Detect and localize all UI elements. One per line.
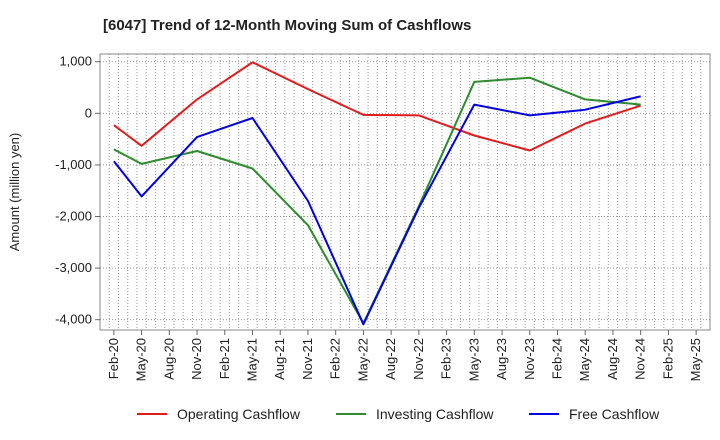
x-tick-label: Feb-23 (439, 338, 454, 379)
legend-label: Free Cashflow (569, 406, 660, 422)
series-lines (113, 61, 642, 326)
x-tick-label: Aug-24 (605, 338, 620, 380)
x-tick-label: May-23 (466, 338, 481, 381)
grid-lines (100, 54, 710, 330)
x-tick-label: May-24 (577, 338, 592, 381)
y-tick-label: -3,000 (55, 260, 92, 275)
x-tick-label: Feb-21 (217, 338, 232, 379)
x-tick-label: May-21 (245, 338, 260, 381)
y-tick-label: -2,000 (55, 209, 92, 224)
x-tick-label: Aug-22 (383, 338, 398, 380)
series-line-free-cashflow (113, 95, 641, 326)
x-tick-label: Feb-25 (660, 338, 675, 379)
x-tick-label: Feb-24 (550, 338, 565, 379)
x-tick-label: Aug-23 (494, 338, 509, 380)
x-tick-label: May-20 (134, 338, 149, 381)
x-tick-label: Aug-20 (161, 338, 176, 380)
legend-label: Investing Cashflow (376, 406, 494, 422)
x-axis-ticks: Feb-20 May-20 Aug-20 Nov-20 Feb-21 May-21 Aug-… (106, 330, 703, 381)
plot-area-frame (99, 53, 711, 331)
x-tick-label: Feb-20 (106, 338, 121, 379)
x-tick-label: Feb-22 (328, 338, 343, 379)
x-tick-label: Nov-20 (189, 338, 204, 380)
series-line-operating-cashflow (113, 61, 642, 152)
y-tick-label: 1,000 (59, 54, 92, 69)
y-tick-label: -1,000 (55, 157, 92, 172)
legend: Operating Cashflow Investing Cashflow Free… (137, 406, 660, 422)
chart-title: [6047] Trend of 12-Month Moving Sum of C… (103, 17, 471, 34)
legend-label: Operating Cashflow (177, 406, 301, 422)
x-tick-label: Nov-21 (300, 338, 315, 380)
x-tick-label: May-22 (355, 338, 370, 381)
y-axis-ticks: 1,000 0 -1,000 -2,000 -3,000 -4,000 (55, 54, 100, 327)
x-tick-label: Nov-24 (633, 338, 648, 380)
y-tick-label: -4,000 (55, 312, 92, 327)
x-tick-label: May-25 (688, 338, 703, 381)
x-tick-label: Nov-23 (522, 338, 537, 380)
x-tick-label: Nov-22 (411, 338, 426, 380)
x-tick-label: Aug-21 (272, 338, 287, 380)
y-axis-label: Amount (million yen) (7, 133, 22, 252)
y-tick-label: 0 (85, 105, 92, 120)
